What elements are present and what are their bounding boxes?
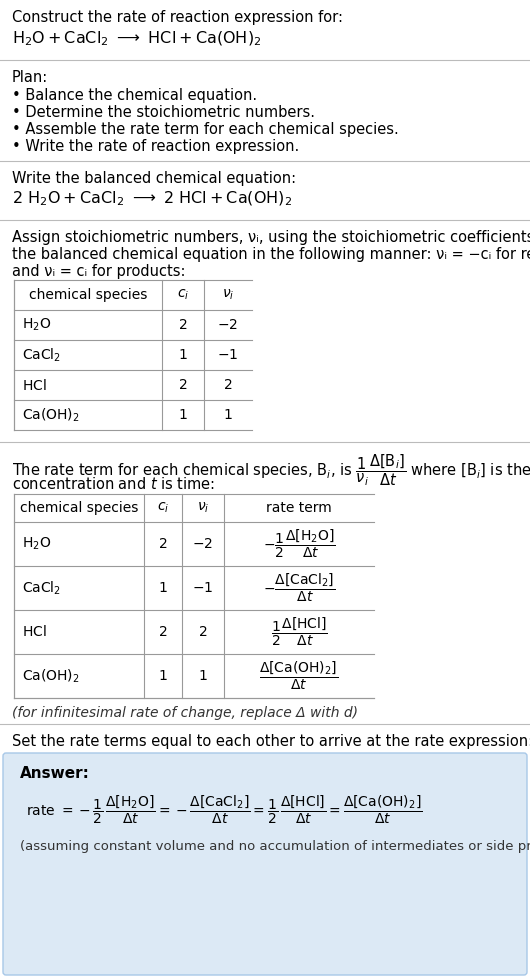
Text: $2$: $2$ — [198, 625, 208, 639]
Text: chemical species: chemical species — [20, 501, 138, 515]
Text: $\nu_i$: $\nu_i$ — [197, 501, 209, 515]
FancyBboxPatch shape — [3, 753, 527, 975]
Text: $\mathrm{Ca(OH)_2}$: $\mathrm{Ca(OH)_2}$ — [22, 668, 80, 685]
Text: 1: 1 — [158, 581, 167, 595]
Text: $\dfrac{1}{2}\dfrac{\Delta[\mathrm{HCl}]}{\Delta t}$: $\dfrac{1}{2}\dfrac{\Delta[\mathrm{HCl}]… — [271, 616, 328, 648]
Text: $1$: $1$ — [223, 408, 233, 422]
Text: • Assemble the rate term for each chemical species.: • Assemble the rate term for each chemic… — [12, 122, 399, 137]
Text: $c_i$: $c_i$ — [157, 501, 169, 515]
Text: $\mathrm{H_2O}$: $\mathrm{H_2O}$ — [22, 536, 51, 552]
Text: 1: 1 — [179, 408, 188, 422]
Text: $-2$: $-2$ — [217, 318, 238, 332]
Text: (for infinitesimal rate of change, replace Δ with d): (for infinitesimal rate of change, repla… — [12, 706, 358, 720]
Text: rate $= -\dfrac{1}{2}\,\dfrac{\Delta[\mathrm{H_2O}]}{\Delta t} = -\dfrac{\Delta[: rate $= -\dfrac{1}{2}\,\dfrac{\Delta[\ma… — [26, 794, 422, 827]
Text: concentration and $t$ is time:: concentration and $t$ is time: — [12, 476, 215, 492]
Text: $-\dfrac{1}{2}\dfrac{\Delta[\mathrm{H_2O}]}{\Delta t}$: $-\dfrac{1}{2}\dfrac{\Delta[\mathrm{H_2O… — [263, 528, 335, 560]
Text: 2: 2 — [158, 625, 167, 639]
Text: • Balance the chemical equation.: • Balance the chemical equation. — [12, 88, 257, 103]
Text: Assign stoichiometric numbers, νᵢ, using the stoichiometric coefficients, cᵢ, fr: Assign stoichiometric numbers, νᵢ, using… — [12, 230, 530, 245]
Text: The rate term for each chemical species, $\mathrm{B}_i$, is $\dfrac{1}{\nu_i}\df: The rate term for each chemical species,… — [12, 452, 530, 488]
Text: • Determine the stoichiometric numbers.: • Determine the stoichiometric numbers. — [12, 105, 315, 120]
Text: Set the rate terms equal to each other to arrive at the rate expression:: Set the rate terms equal to each other t… — [12, 734, 530, 749]
Text: chemical species: chemical species — [29, 288, 147, 302]
Text: (assuming constant volume and no accumulation of intermediates or side products): (assuming constant volume and no accumul… — [20, 840, 530, 853]
Text: $\mathrm{HCl}$: $\mathrm{HCl}$ — [22, 625, 47, 639]
Text: 1: 1 — [158, 669, 167, 683]
Text: 2: 2 — [179, 318, 188, 332]
Text: 2: 2 — [179, 378, 188, 392]
Text: $c_i$: $c_i$ — [177, 288, 189, 303]
Text: 1: 1 — [179, 348, 188, 362]
Text: $\mathrm{CaCl_2}$: $\mathrm{CaCl_2}$ — [22, 346, 61, 364]
Text: $-\dfrac{\Delta[\mathrm{CaCl_2}]}{\Delta t}$: $-\dfrac{\Delta[\mathrm{CaCl_2}]}{\Delta… — [263, 572, 335, 604]
Text: $\mathrm{H_2O + CaCl_2 \ \longrightarrow \ HCl + Ca(OH)_2}$: $\mathrm{H_2O + CaCl_2 \ \longrightarrow… — [12, 30, 261, 49]
Text: Write the balanced chemical equation:: Write the balanced chemical equation: — [12, 171, 296, 186]
Text: Construct the rate of reaction expression for:: Construct the rate of reaction expressio… — [12, 10, 343, 25]
Text: $\mathrm{Ca(OH)_2}$: $\mathrm{Ca(OH)_2}$ — [22, 406, 80, 424]
Text: the balanced chemical equation in the following manner: νᵢ = −cᵢ for reactants: the balanced chemical equation in the fo… — [12, 247, 530, 262]
Text: $-1$: $-1$ — [192, 581, 214, 595]
Text: $1$: $1$ — [198, 669, 208, 683]
Text: rate term: rate term — [266, 501, 332, 515]
Text: and νᵢ = cᵢ for products:: and νᵢ = cᵢ for products: — [12, 264, 185, 279]
Text: 2: 2 — [158, 537, 167, 551]
Text: Plan:: Plan: — [12, 70, 48, 85]
Text: $-2$: $-2$ — [192, 537, 214, 551]
Text: $\mathrm{H_2O}$: $\mathrm{H_2O}$ — [22, 317, 51, 333]
Text: $-1$: $-1$ — [217, 348, 238, 362]
Text: $\mathrm{HCl}$: $\mathrm{HCl}$ — [22, 378, 47, 392]
Text: Answer:: Answer: — [20, 766, 90, 781]
Text: $\dfrac{\Delta[\mathrm{Ca(OH)_2}]}{\Delta t}$: $\dfrac{\Delta[\mathrm{Ca(OH)_2}]}{\Delt… — [259, 660, 339, 692]
Text: $\mathrm{2\ H_2O + CaCl_2 \ \longrightarrow \ 2\ HCl + Ca(OH)_2}$: $\mathrm{2\ H_2O + CaCl_2 \ \longrightar… — [12, 190, 292, 209]
Text: $\nu_i$: $\nu_i$ — [222, 288, 234, 303]
Text: $2$: $2$ — [223, 378, 233, 392]
Text: • Write the rate of reaction expression.: • Write the rate of reaction expression. — [12, 139, 299, 154]
Text: $\mathrm{CaCl_2}$: $\mathrm{CaCl_2}$ — [22, 580, 61, 596]
